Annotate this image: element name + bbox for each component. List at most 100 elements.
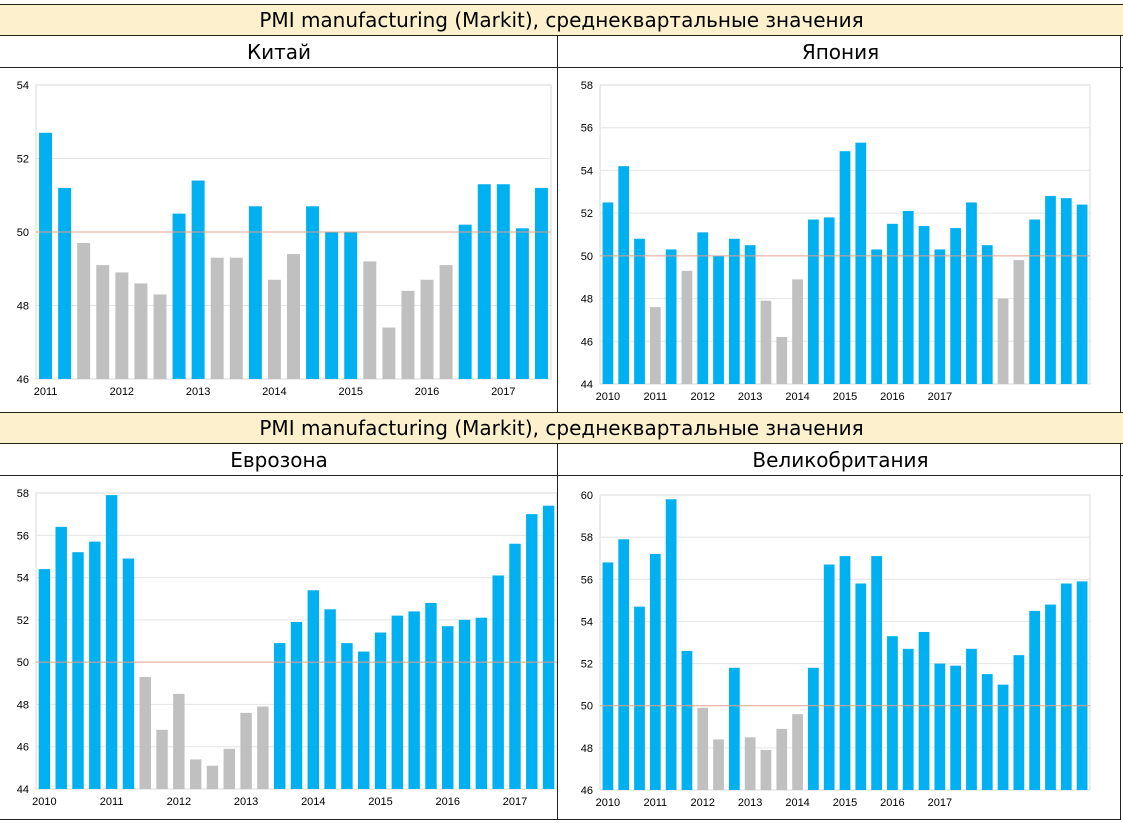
bar — [1029, 219, 1041, 384]
table-divider-top — [557, 36, 558, 412]
bar — [77, 243, 91, 379]
bar — [776, 728, 788, 790]
y-tick-label: 54 — [17, 573, 29, 585]
bar — [534, 187, 548, 379]
bar — [122, 558, 135, 789]
bar — [871, 556, 882, 790]
bar — [325, 232, 339, 379]
bar — [1013, 260, 1025, 384]
x-tick-label: 2017 — [928, 797, 952, 809]
bar — [307, 590, 320, 789]
panel-title-china: Китай — [0, 36, 558, 68]
bar — [475, 617, 488, 789]
bar — [1045, 196, 1056, 384]
bar — [1045, 604, 1056, 790]
bar — [887, 636, 898, 790]
x-tick-label: 2012 — [690, 797, 714, 809]
x-tick-label: 2015 — [833, 797, 857, 809]
y-tick-label: 48 — [17, 699, 29, 711]
y-tick-label: 48 — [581, 743, 593, 755]
bar — [287, 254, 300, 379]
y-tick-label: 58 — [581, 532, 593, 544]
y-tick-label: 46 — [581, 336, 593, 348]
x-tick-label: 2013 — [738, 797, 762, 809]
bar — [808, 219, 819, 384]
bar — [823, 217, 835, 384]
bar — [341, 643, 353, 789]
x-tick-label: 2014 — [301, 796, 325, 808]
x-tick-label: 2011 — [643, 391, 667, 403]
bar — [602, 202, 614, 384]
y-tick-label: 46 — [581, 785, 593, 797]
y-tick-label: 54 — [581, 616, 593, 628]
bar — [981, 245, 993, 384]
bar — [792, 714, 803, 790]
bar — [229, 257, 243, 379]
bar — [172, 213, 186, 380]
x-tick-label: 2012 — [110, 386, 134, 398]
panel-title-uk: Великобритания — [558, 444, 1123, 476]
table-border-right-bottom — [1120, 444, 1121, 820]
bar — [458, 619, 471, 789]
bar — [1076, 581, 1088, 790]
bar — [153, 294, 167, 379]
x-tick-label: 2013 — [186, 386, 210, 398]
bar — [401, 290, 415, 379]
x-tick-label: 2015 — [833, 391, 857, 403]
bar — [728, 667, 740, 790]
x-tick-label: 2016 — [436, 796, 460, 808]
bar — [477, 184, 491, 379]
bar — [206, 765, 219, 789]
y-tick-label: 50 — [581, 701, 593, 713]
y-tick-label: 44 — [17, 784, 29, 796]
y-tick-label: 52 — [581, 659, 593, 671]
y-tick-label: 48 — [581, 294, 593, 306]
bar — [257, 706, 269, 789]
bar — [744, 737, 756, 790]
x-tick-label: 2015 — [338, 386, 362, 398]
bar — [139, 676, 151, 789]
bar — [634, 238, 645, 384]
bar — [649, 307, 661, 384]
x-tick-label: 2015 — [368, 796, 392, 808]
bar — [324, 609, 336, 789]
bar — [681, 270, 693, 384]
bar — [902, 648, 914, 790]
bar — [681, 650, 693, 790]
table-border-right-top — [1120, 36, 1121, 412]
y-tick-label: 54 — [581, 165, 593, 177]
bar — [839, 556, 851, 790]
bar — [382, 327, 396, 379]
bar — [1076, 204, 1088, 384]
bar — [618, 166, 630, 384]
table-divider-bottom — [557, 444, 558, 820]
top-header: PMI manufacturing (Markit), среднекварта… — [0, 4, 1123, 36]
y-tick-label: 46 — [17, 742, 29, 754]
x-tick-label: 2010 — [596, 391, 620, 403]
y-tick-label: 56 — [581, 123, 593, 135]
bar — [855, 583, 867, 790]
bar — [713, 255, 724, 384]
x-tick-label: 2011 — [643, 797, 667, 809]
bar — [248, 206, 262, 379]
bar — [306, 206, 320, 379]
bar — [105, 495, 118, 789]
bar — [697, 707, 709, 790]
y-tick-label: 46 — [17, 374, 29, 386]
bar — [96, 265, 110, 379]
bar — [697, 232, 709, 384]
bar — [713, 739, 724, 790]
y-tick-label: 52 — [581, 208, 593, 220]
panel-title-eurozone: Еврозона — [0, 444, 558, 476]
bar — [649, 554, 661, 790]
bar — [55, 526, 67, 789]
bar — [1060, 198, 1072, 384]
bar — [966, 202, 977, 384]
bar — [934, 249, 946, 384]
bar — [665, 249, 677, 384]
bar — [439, 265, 453, 379]
bar — [290, 621, 303, 789]
x-tick-label: 2016 — [880, 391, 904, 403]
x-tick-label: 2014 — [262, 386, 286, 398]
bar — [760, 749, 772, 790]
